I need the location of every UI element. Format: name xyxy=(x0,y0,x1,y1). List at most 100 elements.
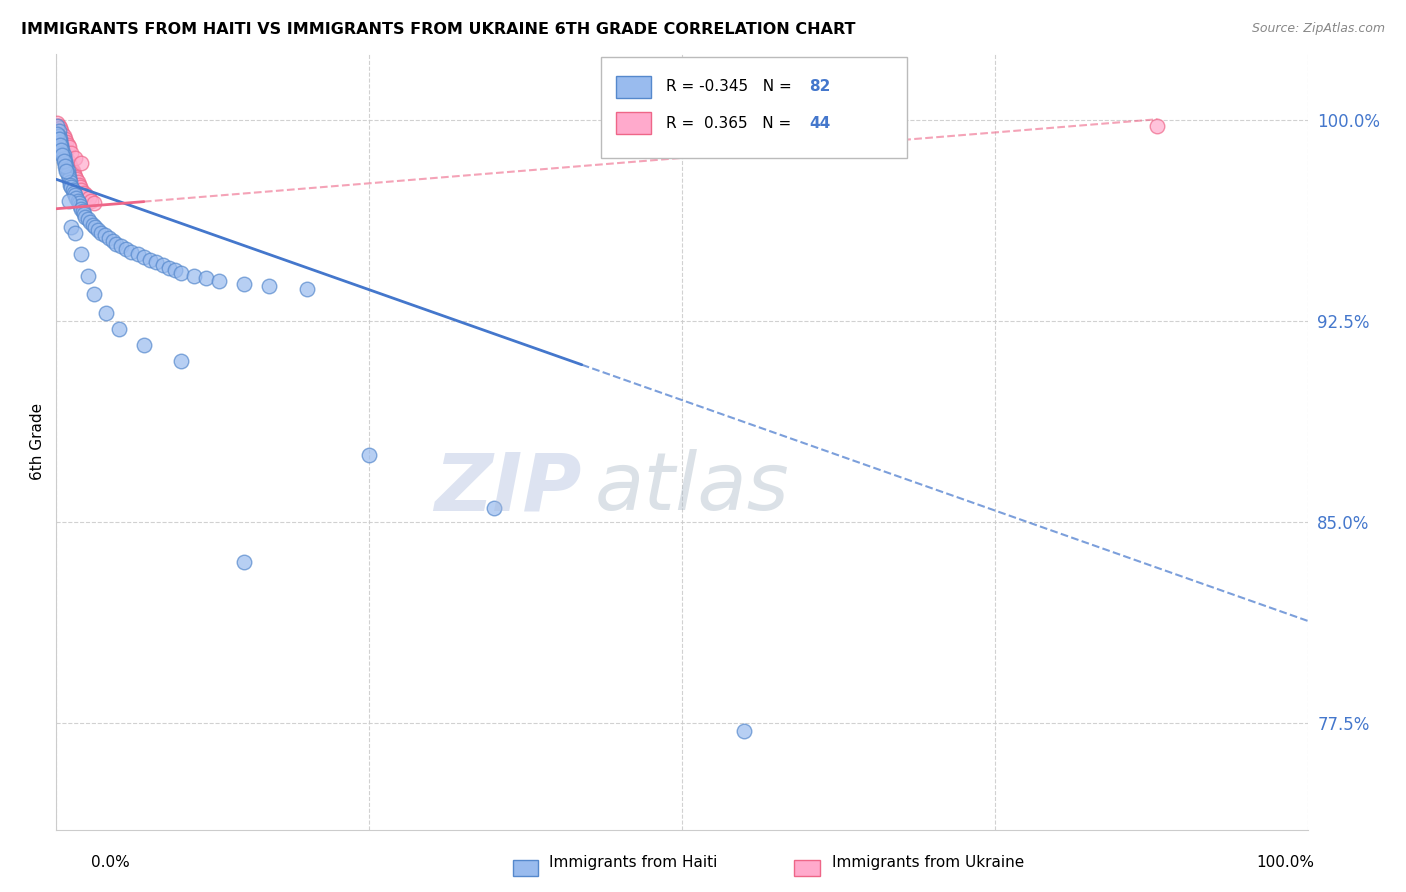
Point xyxy=(62,186,84,200)
Text: 82: 82 xyxy=(810,79,831,95)
Point xyxy=(59,175,82,189)
Point xyxy=(139,252,162,267)
Point xyxy=(52,153,75,168)
Point xyxy=(66,175,89,189)
Y-axis label: 6th Grade: 6th Grade xyxy=(30,403,45,480)
Text: Source: ZipAtlas.com: Source: ZipAtlas.com xyxy=(1251,22,1385,36)
Point xyxy=(96,306,118,320)
Point xyxy=(46,119,69,133)
Point xyxy=(97,231,120,245)
Point xyxy=(48,129,70,144)
Point xyxy=(51,137,73,152)
Point xyxy=(48,132,70,146)
Point xyxy=(73,210,96,224)
Point xyxy=(75,188,97,202)
Point xyxy=(257,279,280,293)
Point xyxy=(132,338,155,352)
Point xyxy=(73,207,96,221)
Point xyxy=(63,151,86,165)
Text: Immigrants from Haiti: Immigrants from Haiti xyxy=(548,855,717,870)
Point xyxy=(170,266,193,280)
Text: IMMIGRANTS FROM HAITI VS IMMIGRANTS FROM UKRAINE 6TH GRADE CORRELATION CHART: IMMIGRANTS FROM HAITI VS IMMIGRANTS FROM… xyxy=(21,22,856,37)
Point xyxy=(66,194,89,208)
Point xyxy=(46,116,69,130)
Point xyxy=(295,282,318,296)
Bar xyxy=(600,57,907,158)
Point xyxy=(59,159,82,173)
Point xyxy=(67,178,90,192)
Point xyxy=(58,156,80,170)
Point xyxy=(49,121,72,136)
Point xyxy=(49,127,72,141)
Point xyxy=(359,448,381,462)
Point xyxy=(52,145,75,160)
Point xyxy=(51,143,73,157)
Point xyxy=(56,137,79,152)
Point xyxy=(127,247,149,261)
Point xyxy=(83,196,105,211)
Point xyxy=(55,135,77,149)
Point xyxy=(52,129,75,144)
Point xyxy=(52,148,75,162)
Point xyxy=(63,169,86,184)
Point xyxy=(48,119,70,133)
Point xyxy=(115,242,138,256)
Point xyxy=(48,124,70,138)
Point xyxy=(233,555,256,569)
Point xyxy=(51,124,73,138)
Point xyxy=(51,127,73,141)
Point xyxy=(83,287,105,301)
Point xyxy=(60,145,83,160)
Point xyxy=(120,244,142,259)
Text: 0.0%: 0.0% xyxy=(91,855,131,870)
Point xyxy=(46,119,69,133)
Bar xyxy=(616,76,651,98)
Point xyxy=(53,159,76,173)
Point xyxy=(60,220,83,235)
Point xyxy=(73,186,96,200)
Point xyxy=(56,167,79,181)
Point xyxy=(157,260,180,275)
Point xyxy=(55,164,77,178)
Point xyxy=(233,277,256,291)
Point xyxy=(80,194,103,208)
Point xyxy=(84,220,107,235)
Point xyxy=(94,228,117,243)
Point xyxy=(165,263,187,277)
Point xyxy=(69,180,91,194)
Text: R = -0.345   N =: R = -0.345 N = xyxy=(665,79,796,95)
Point xyxy=(49,137,72,152)
Point xyxy=(70,202,93,216)
Point xyxy=(77,191,100,205)
Point xyxy=(1146,119,1168,133)
Text: 100.0%: 100.0% xyxy=(1257,855,1315,870)
Point xyxy=(56,153,79,168)
Point xyxy=(152,258,174,272)
Point xyxy=(55,151,77,165)
Point xyxy=(49,129,72,144)
Point xyxy=(101,234,124,248)
Point xyxy=(51,137,73,152)
Point xyxy=(55,161,77,176)
Point xyxy=(82,218,104,232)
Point xyxy=(62,167,84,181)
Point xyxy=(132,250,155,264)
Point xyxy=(70,156,93,170)
Point xyxy=(76,268,98,283)
Point xyxy=(208,274,231,288)
Point xyxy=(72,204,94,219)
Point xyxy=(48,124,70,138)
Point xyxy=(49,132,72,146)
Point xyxy=(51,132,73,146)
Point xyxy=(62,183,84,197)
Point xyxy=(170,354,193,368)
Point xyxy=(70,183,93,197)
Point xyxy=(58,169,80,184)
Point xyxy=(56,164,79,178)
Point xyxy=(79,215,101,229)
Text: 44: 44 xyxy=(810,116,831,131)
Point xyxy=(62,164,84,178)
Point xyxy=(108,322,131,336)
Point xyxy=(58,140,80,154)
Point xyxy=(51,135,73,149)
